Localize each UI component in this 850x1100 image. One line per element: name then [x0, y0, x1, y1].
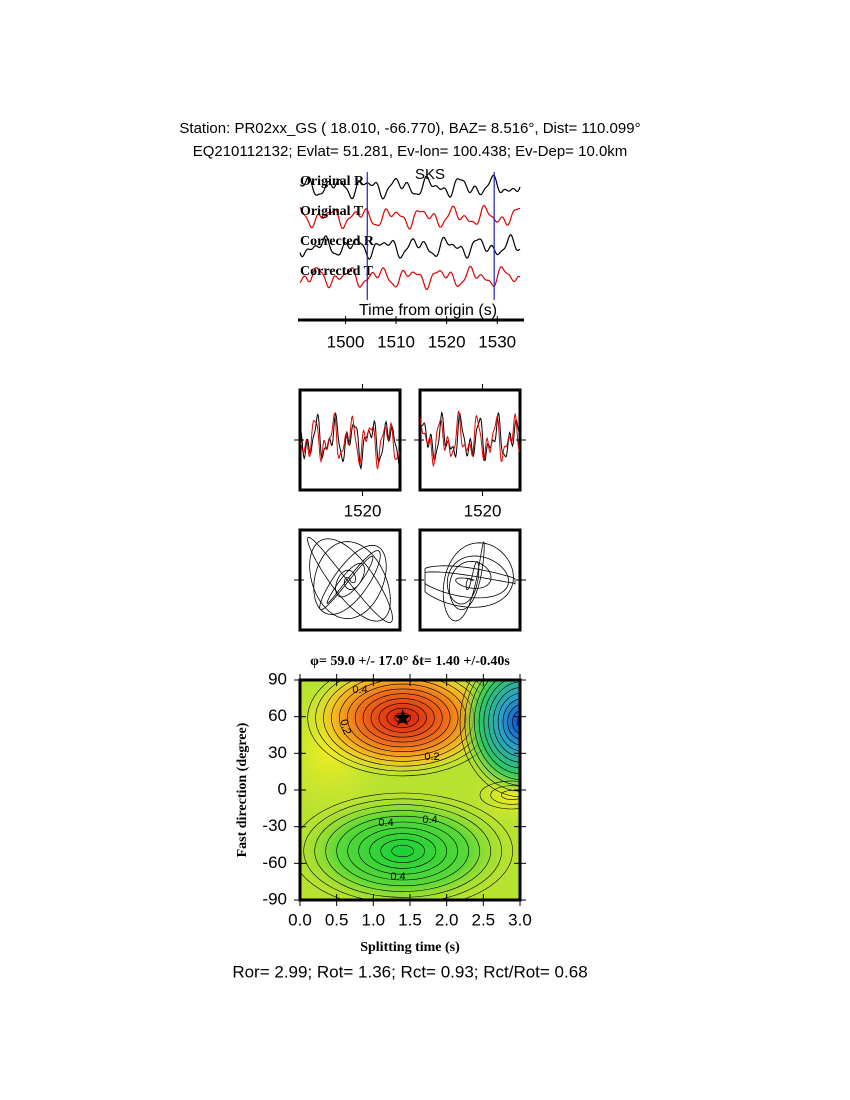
contour-fill — [307, 680, 498, 776]
contour-line — [378, 703, 427, 733]
contour-line — [483, 680, 520, 769]
footer: Ror= 2.99; Rot= 1.36; Rct= 0.93; Rct/Rot… — [232, 962, 587, 981]
contour-label: 0.4 — [352, 684, 367, 696]
contour-line — [358, 827, 447, 875]
contour-line — [354, 688, 451, 748]
contour-line — [459, 680, 520, 798]
contour-line — [347, 821, 458, 881]
contour-line — [479, 780, 520, 810]
contour-line — [362, 693, 443, 743]
contour-line — [512, 710, 520, 734]
contour-label: 0.4 — [378, 817, 393, 829]
contour-label: 0.4 — [422, 814, 437, 826]
phase-label: SKS — [415, 166, 445, 183]
contour-label: 0.2 — [337, 718, 353, 736]
x-tick-label: 1520 — [428, 332, 466, 351]
x-tick-label: 2.0 — [435, 910, 459, 929]
y-tick-label: -90 — [262, 889, 287, 908]
contour-line — [303, 798, 502, 900]
contour-line — [464, 680, 520, 792]
contour-line — [380, 839, 425, 863]
contour-line — [488, 681, 520, 763]
window-trace — [419, 410, 520, 468]
trace-x-label: Time from origin (s) — [359, 302, 497, 319]
best-fit-star — [394, 708, 412, 726]
y-tick-label: 60 — [268, 706, 287, 725]
trace — [299, 204, 521, 230]
contour-line — [386, 707, 419, 728]
x-tick-label: 2.5 — [472, 910, 496, 929]
contour-line — [507, 704, 520, 740]
trace — [299, 234, 521, 260]
x-tick-label: 0.0 — [288, 910, 312, 929]
particle-motion — [424, 541, 516, 622]
contour-line — [478, 680, 520, 775]
y-tick-label: -60 — [262, 853, 287, 872]
station-line: Station: PR02xx_GS ( 18.010, -66.770), B… — [179, 120, 640, 137]
contour-line — [490, 785, 520, 805]
x-tick-label: 1530 — [478, 332, 516, 351]
contour-line — [346, 683, 459, 753]
contour-label: 0.4 — [390, 871, 405, 883]
contour-line — [493, 687, 520, 757]
contour-line — [336, 815, 469, 887]
event-line: EQ210112132; Evlat= 51.281, Ev-lon= 100.… — [193, 143, 628, 160]
y-tick-label: 0 — [278, 779, 287, 798]
trace-label: Corrected T — [300, 264, 374, 279]
trace-label: Corrected R — [300, 234, 375, 249]
grid-y-label: Fast direction (degree) — [235, 722, 250, 857]
contour-line — [370, 698, 435, 738]
x-tick-label: 1.0 — [362, 910, 386, 929]
x-tick-label: 3.0 — [508, 910, 532, 929]
window-trace — [299, 411, 400, 471]
contour-line — [469, 680, 520, 786]
contour-line — [501, 790, 520, 800]
x-tick-label: 1520 — [464, 501, 502, 520]
grid-x-label: Splitting time (s) — [360, 940, 460, 955]
contour-line — [325, 810, 480, 892]
y-tick-label: 90 — [268, 669, 287, 688]
contour-line — [516, 716, 520, 728]
y-tick-label: 30 — [268, 743, 287, 762]
trace-label: Original R — [300, 174, 365, 189]
window-trace — [299, 412, 400, 470]
particle-motion — [307, 537, 393, 623]
contour-line — [502, 698, 520, 746]
trace — [299, 174, 521, 200]
contour-line — [391, 844, 414, 858]
contour-map: 0.2 0.2 0.4 0.4 0.4 0.4 — [300, 680, 520, 900]
trace — [299, 265, 521, 291]
contour-line — [300, 792, 513, 900]
grid-title: φ= 59.0 +/- 17.0° δt= 1.40 +/-0.40s — [310, 654, 510, 669]
x-tick-label: 1520 — [344, 501, 382, 520]
trace-label: Original T — [300, 204, 364, 219]
x-tick-label: 0.5 — [325, 910, 349, 929]
x-tick-label: 1500 — [327, 332, 365, 351]
contour-line — [497, 692, 520, 752]
contour-label: 0.2 — [424, 751, 439, 763]
contour-line — [369, 833, 436, 869]
x-tick-label: 1510 — [377, 332, 415, 351]
y-tick-label: -30 — [262, 816, 287, 835]
x-tick-label: 1.5 — [398, 910, 422, 929]
contour-fill — [460, 680, 520, 797]
contour-line — [474, 680, 520, 780]
contour-line — [314, 804, 491, 898]
